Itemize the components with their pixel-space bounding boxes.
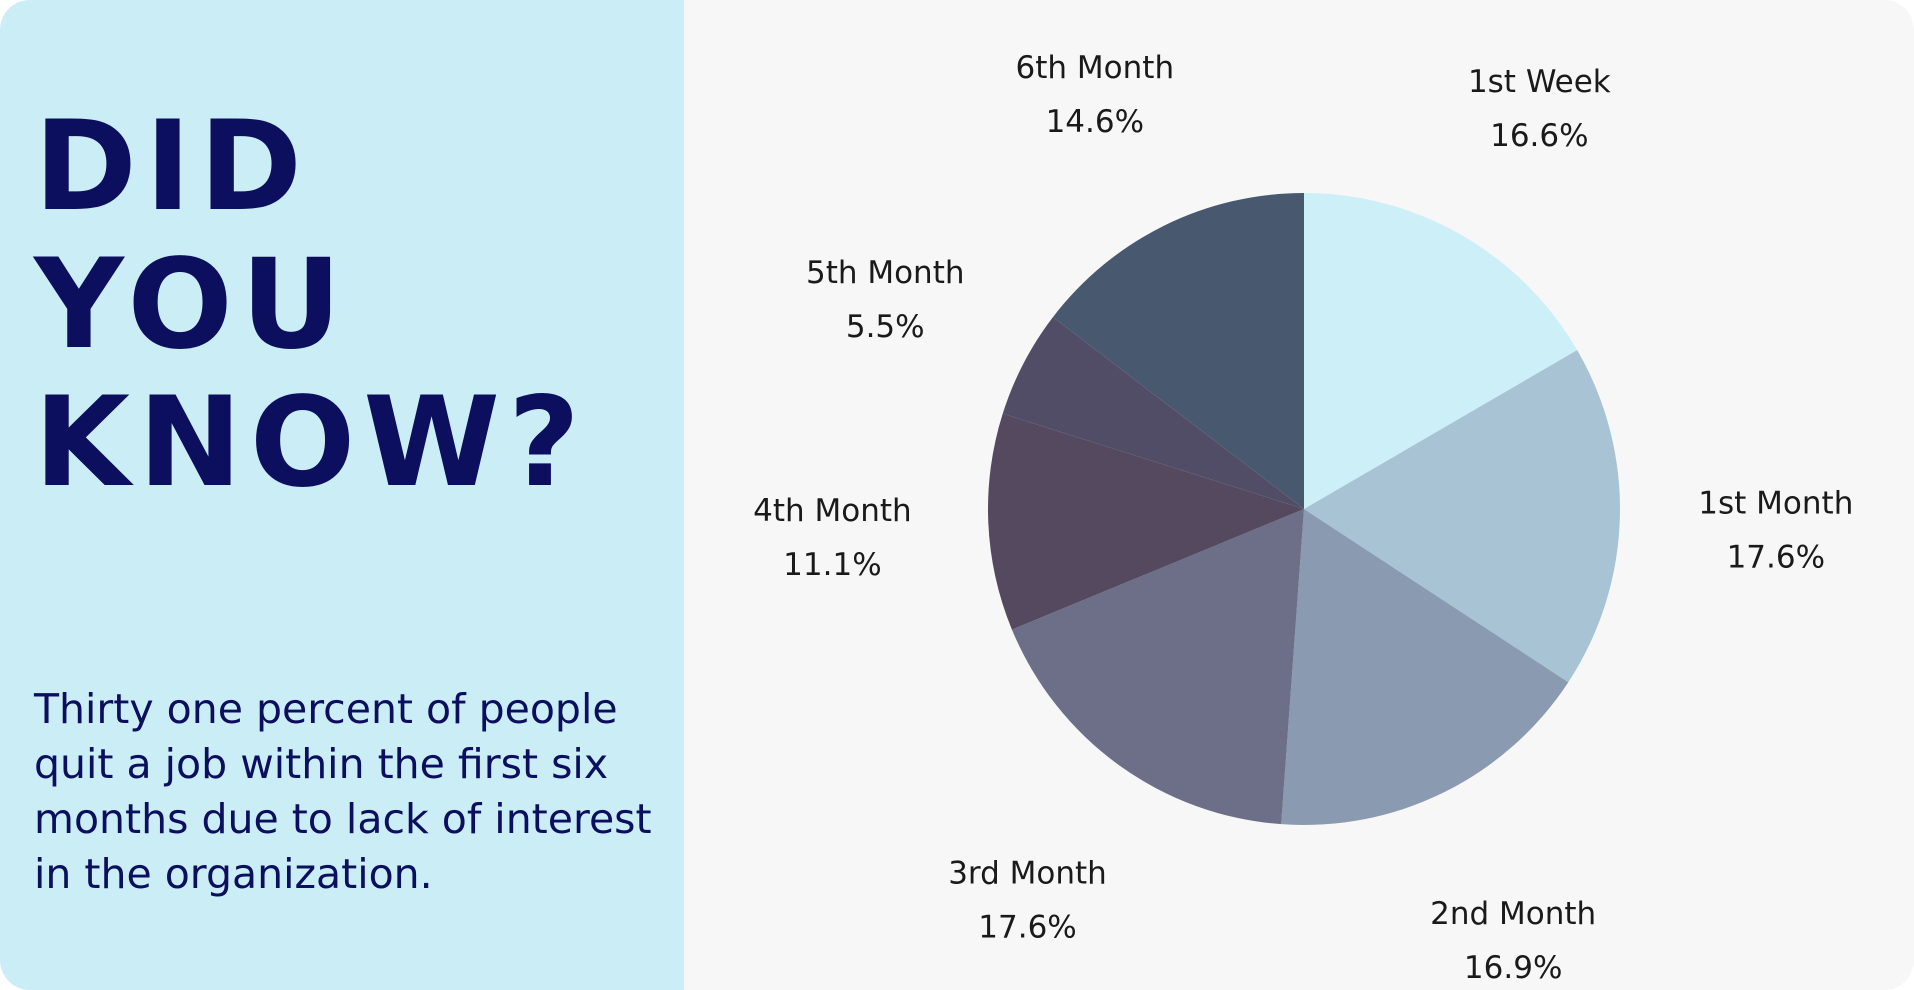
slice-label-1: 1st Week 16.6% <box>1468 64 1611 154</box>
slice-category-5: 4th Month <box>753 493 912 529</box>
slice-category-3: 2nd Month <box>1430 896 1596 932</box>
slice-value-4: 17.6% <box>978 910 1076 946</box>
pie-slice-7 <box>1052 193 1304 509</box>
slice-category-7: 6th Month <box>1016 50 1175 86</box>
pie-slice-6 <box>1002 317 1304 509</box>
pie-chart: 1st Week 16.6% 1st Month 17.6% 2nd Month 16.9… <box>753 50 1853 986</box>
slice-category-1: 1st Week <box>1468 64 1611 100</box>
body-text: Thirty one percent of people quit a job … <box>34 685 652 898</box>
slice-label-3: 2nd Month 16.9% <box>1430 896 1596 986</box>
pie-slice-3 <box>1281 509 1569 825</box>
headline: DID YOU KNOW? <box>34 98 674 512</box>
slice-label-2: 1st Month 17.6% <box>1698 486 1853 576</box>
slice-category-2: 1st Month <box>1698 486 1853 522</box>
slice-category-4: 3rd Month <box>948 856 1107 892</box>
headline-line-2: YOU <box>34 233 350 377</box>
slice-value-3: 16.9% <box>1464 950 1562 986</box>
slice-label-7: 6th Month 14.6% <box>1016 50 1175 140</box>
slice-value-7: 14.6% <box>1046 104 1144 140</box>
pie-chart-area: 1st Week 16.6% 1st Month 17.6% 2nd Month 16.9… <box>684 0 1914 990</box>
slice-value-6: 5.5% <box>846 309 925 345</box>
pie-slice-2 <box>1304 350 1620 683</box>
slice-category-6: 5th Month <box>806 255 965 291</box>
pie-slice-4 <box>1011 509 1304 825</box>
slice-value-1: 16.6% <box>1490 118 1588 154</box>
slice-value-2: 17.6% <box>1727 540 1825 576</box>
pie-slice-5 <box>988 413 1304 630</box>
slice-value-5: 11.1% <box>783 547 881 583</box>
pie-slice-1 <box>1304 193 1578 509</box>
slice-label-6: 5th Month 5.5% <box>806 255 965 345</box>
slice-label-4: 3rd Month 17.6% <box>948 856 1107 946</box>
headline-line-3: KNOW? <box>34 371 588 515</box>
headline-line-1: DID <box>34 95 310 239</box>
left-panel: DID YOU KNOW? Thirty one percent of peop… <box>0 0 684 990</box>
slice-label-5: 4th Month 11.1% <box>753 493 912 583</box>
